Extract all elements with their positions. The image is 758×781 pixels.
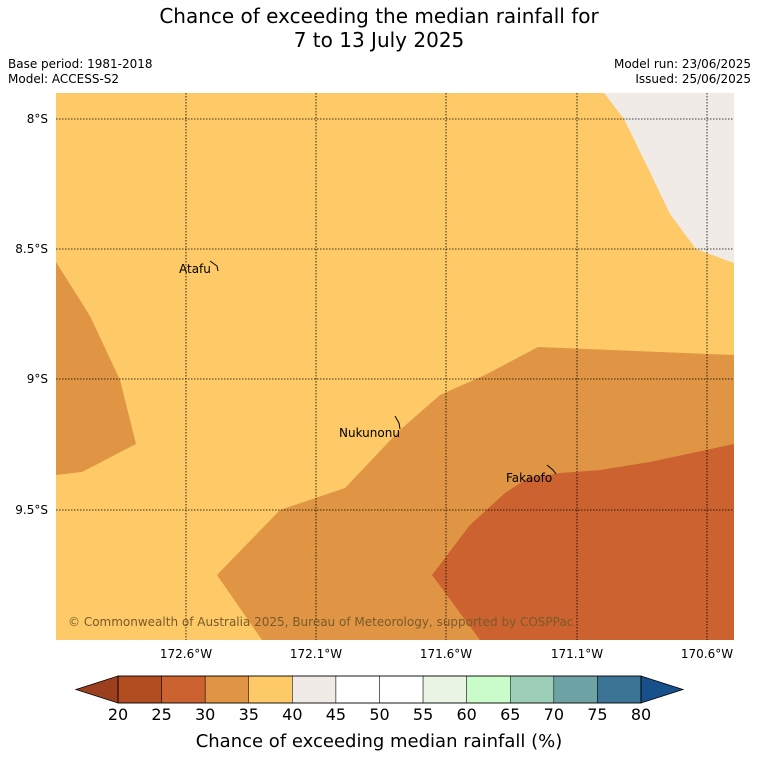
colorbar-under-arrow (74, 675, 119, 704)
lat-labels: 8°S 8.5°S 9°S 9.5°S (15, 112, 48, 517)
title-line-1: Chance of exceeding the median rainfall … (159, 4, 599, 28)
colorbar-tick-label: 75 (587, 705, 607, 724)
lon-label: 171.1°W (551, 647, 603, 661)
lat-label: 8°S (27, 112, 48, 126)
colorbar-segment (553, 675, 598, 704)
lon-label: 172.1°W (290, 647, 342, 661)
colorbar-tick-label: 25 (151, 705, 171, 724)
colorbar-outline (117, 675, 642, 704)
colorbar-segment (379, 675, 424, 704)
colorbar-segment (292, 675, 337, 704)
colorbar-tick-label: 35 (239, 705, 259, 724)
lon-labels: 172.6°W 172.1°W 171.6°W 171.1°W 170.6°W (160, 647, 733, 661)
atolls (209, 260, 557, 475)
lat-label: 9.5°S (15, 503, 48, 517)
region-25-30 (432, 444, 734, 640)
colorbar-tick-label: 50 (369, 705, 389, 724)
colorbar-segment (248, 675, 293, 704)
lat-label: 8.5°S (15, 242, 48, 256)
lon-label: 171.6°W (420, 647, 472, 661)
colorbar-tick-label: 40 (282, 705, 302, 724)
lon-label: 170.6°W (681, 647, 733, 661)
colorbar-segment (466, 675, 511, 704)
chart-title: Chance of exceeding the median rainfall … (0, 4, 758, 52)
colorbar-over-arrow (640, 675, 685, 704)
model-name: Model: ACCESS-S2 (8, 72, 120, 86)
model-run: Model run: 23/06/2025 (613, 57, 751, 71)
colorbar-segment (335, 675, 380, 704)
lat-label: 9°S (27, 372, 48, 386)
colorbar-tick-label: 70 (544, 705, 564, 724)
fakaofo-atoll (546, 464, 557, 475)
colorbar-tick-label: 80 (631, 705, 651, 724)
map-area: Atafu Nukunonu Fakaofo © Commonwealth of… (56, 93, 734, 640)
colorbar-segment (597, 675, 642, 704)
title-line-2: 7 to 13 July 2025 (293, 28, 465, 52)
atafu-atoll (209, 260, 219, 272)
colorbar: 20 25 30 35 40 45 50 55 60 65 70 75 80 Chance of exc… (74, 675, 685, 752)
issued-date: Issued: 25/06/2025 (635, 72, 751, 86)
colorbar-segment (161, 675, 206, 704)
region-40-45 (604, 93, 734, 263)
colorbar-segment (510, 675, 555, 704)
colorbar-segment (117, 675, 162, 704)
colorbar-ticks: 20 25 30 35 40 45 50 55 60 65 70 75 80 (108, 705, 651, 724)
place-atafu: Atafu (179, 262, 211, 276)
place-nukunonu: Nukunonu (339, 426, 400, 440)
colorbar-label: Chance of exceeding median rainfall (%) (196, 731, 563, 752)
base-period: Base period: 1981-2018 (8, 57, 153, 71)
meta-right: Model run: 23/06/2025 Issued: 25/06/2025 (614, 57, 751, 87)
colorbar-tick-label: 30 (195, 705, 215, 724)
colorbar-segment (204, 675, 250, 704)
graticule (56, 93, 734, 640)
copyright-notice: © Commonwealth of Australia 2025, Bureau… (68, 615, 573, 629)
colorbar-tick-label: 60 (456, 705, 476, 724)
colorbar-tick-label: 45 (326, 705, 346, 724)
colorbar-segments (117, 675, 642, 704)
nukunonu-atoll (394, 415, 401, 430)
lon-label: 172.6°W (160, 647, 212, 661)
colorbar-segment (422, 675, 467, 704)
colorbar-tick-label: 20 (108, 705, 128, 724)
region-30-35-west (56, 262, 136, 475)
colorbar-tick-label: 55 (413, 705, 433, 724)
colorbar-tick-label: 65 (500, 705, 520, 724)
meta-left: Base period: 1981-2018 Model: ACCESS-S2 (8, 57, 153, 87)
place-fakaofo: Fakaofo (506, 471, 552, 485)
